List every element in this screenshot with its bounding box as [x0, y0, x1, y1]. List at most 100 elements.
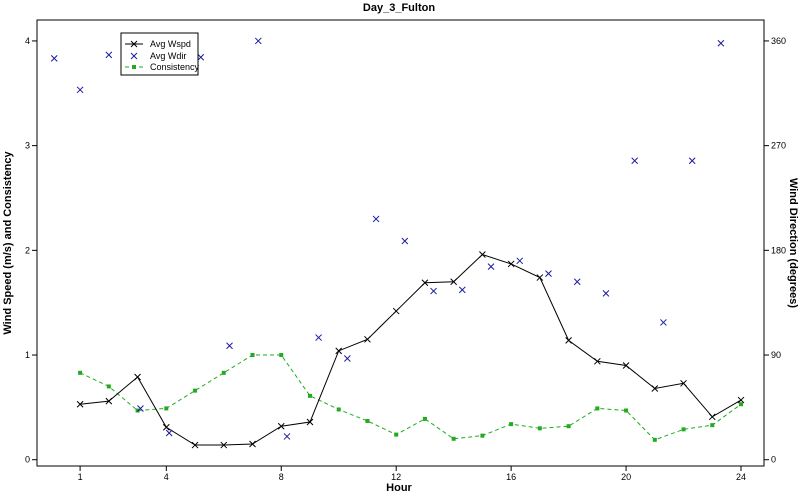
left-axis-label: Wind Speed (m/s) and Consistency	[2, 150, 14, 334]
wspd-point	[76, 400, 84, 408]
wdir-point	[573, 278, 581, 286]
consistency-point	[307, 393, 312, 398]
legend-consistency-marker	[132, 65, 136, 69]
wdir-point	[254, 37, 262, 45]
right-tick-label: 270	[771, 141, 786, 151]
wdir-point	[105, 51, 113, 59]
series-layer	[50, 37, 745, 449]
x-tick-label: 1	[78, 472, 83, 482]
wspd-point	[277, 422, 285, 430]
left-tick-label: 3	[25, 141, 30, 151]
wspd-point	[306, 418, 314, 426]
consistency-point	[566, 424, 571, 429]
legend-consistency-label: Consistency	[150, 62, 200, 72]
x-axis-label: Hour	[386, 482, 412, 494]
consistency-point	[509, 422, 514, 427]
legend-wdir-label: Avg Wdir	[150, 51, 186, 61]
wspd-point	[593, 357, 601, 365]
consistency-point	[221, 370, 226, 375]
wdir-point	[430, 287, 437, 295]
left-tick-label: 4	[25, 36, 30, 46]
consistency-point	[480, 433, 485, 438]
consistency-point	[595, 406, 600, 411]
wdir-point	[50, 55, 58, 62]
consistency-line	[79, 354, 742, 441]
x-tick-label: 24	[736, 472, 746, 482]
legend-wspd-marker	[130, 40, 138, 48]
wdir-point	[631, 157, 639, 165]
wspd-point	[249, 440, 256, 448]
consistency-point	[78, 370, 83, 375]
wdir-point	[401, 237, 409, 245]
left-tick-label: 0	[25, 455, 30, 465]
wdir-point	[372, 215, 380, 223]
x-tick-label: 8	[279, 472, 284, 482]
consistency-point	[365, 418, 370, 423]
wspd-point	[507, 260, 515, 268]
consistency-point	[451, 436, 456, 441]
wdir-point	[315, 334, 322, 341]
x-axis-ticks: 1 4 8 12 16 20 24	[78, 466, 746, 482]
consistency-point	[681, 427, 686, 432]
wspd-point	[191, 441, 199, 449]
wspd-point	[335, 347, 343, 355]
wdir-point	[545, 270, 552, 277]
wspd-point	[162, 423, 170, 431]
wdir-point	[516, 257, 524, 265]
wspd-line	[80, 253, 742, 446]
right-axis-label: Wind Direction (degrees)	[787, 178, 799, 308]
right-tick-label: 180	[771, 245, 786, 255]
wspd-point	[737, 396, 745, 404]
wspd-point	[220, 441, 228, 449]
legend-wspd-label: Avg Wspd	[150, 39, 191, 49]
right-tick-label: 90	[771, 350, 781, 360]
wspd-point	[622, 362, 630, 369]
wdir-point	[688, 157, 696, 165]
wdir-point	[660, 319, 667, 326]
x-tick-label: 4	[164, 472, 169, 482]
wspd-point	[479, 251, 486, 258]
wspd-point	[450, 278, 458, 286]
wspd-point	[708, 413, 716, 421]
consistency-point	[250, 353, 255, 358]
consistency-point	[652, 437, 657, 442]
consistency-point	[422, 416, 427, 421]
consistency-point	[336, 407, 341, 412]
wdir-point	[137, 405, 144, 412]
wdir-point	[602, 290, 610, 297]
wdir-point	[487, 263, 495, 270]
wdir-point	[283, 433, 291, 440]
wspd-point	[421, 279, 429, 287]
wdir-point	[197, 53, 205, 61]
wdir-point	[226, 342, 233, 350]
wspd-point	[536, 274, 544, 281]
legend: Avg Wspd Avg Wdir Consistency	[120, 32, 200, 76]
consistency-point	[164, 406, 169, 411]
consistency-point	[135, 408, 140, 413]
left-axis-ticks: 0 1 2 3 4	[25, 36, 37, 465]
left-tick-label: 1	[25, 350, 30, 360]
legend-wdir-marker	[130, 52, 138, 60]
plot-frame	[36, 19, 765, 467]
wspd-point	[105, 397, 113, 405]
right-tick-label: 360	[771, 36, 786, 46]
wspd-point	[364, 335, 371, 343]
wspd-point	[565, 337, 572, 344]
consistency-point	[279, 353, 284, 358]
chart-title: Day_3_Fulton	[363, 2, 435, 14]
wdir-point	[76, 86, 84, 94]
right-axis-ticks: 0 90 180 270 360	[764, 36, 786, 465]
consistency-point	[624, 408, 629, 413]
consistency-point	[394, 432, 399, 437]
right-tick-label: 0	[771, 455, 776, 465]
left-tick-label: 2	[25, 245, 30, 255]
wdir-point	[165, 429, 173, 437]
wdir-point	[717, 39, 725, 47]
consistency-point	[106, 384, 111, 389]
x-tick-label: 16	[506, 472, 516, 482]
wspd-point	[651, 385, 659, 392]
consistency-point	[710, 423, 715, 428]
wdir-point	[343, 355, 351, 362]
consistency-point	[739, 402, 744, 407]
